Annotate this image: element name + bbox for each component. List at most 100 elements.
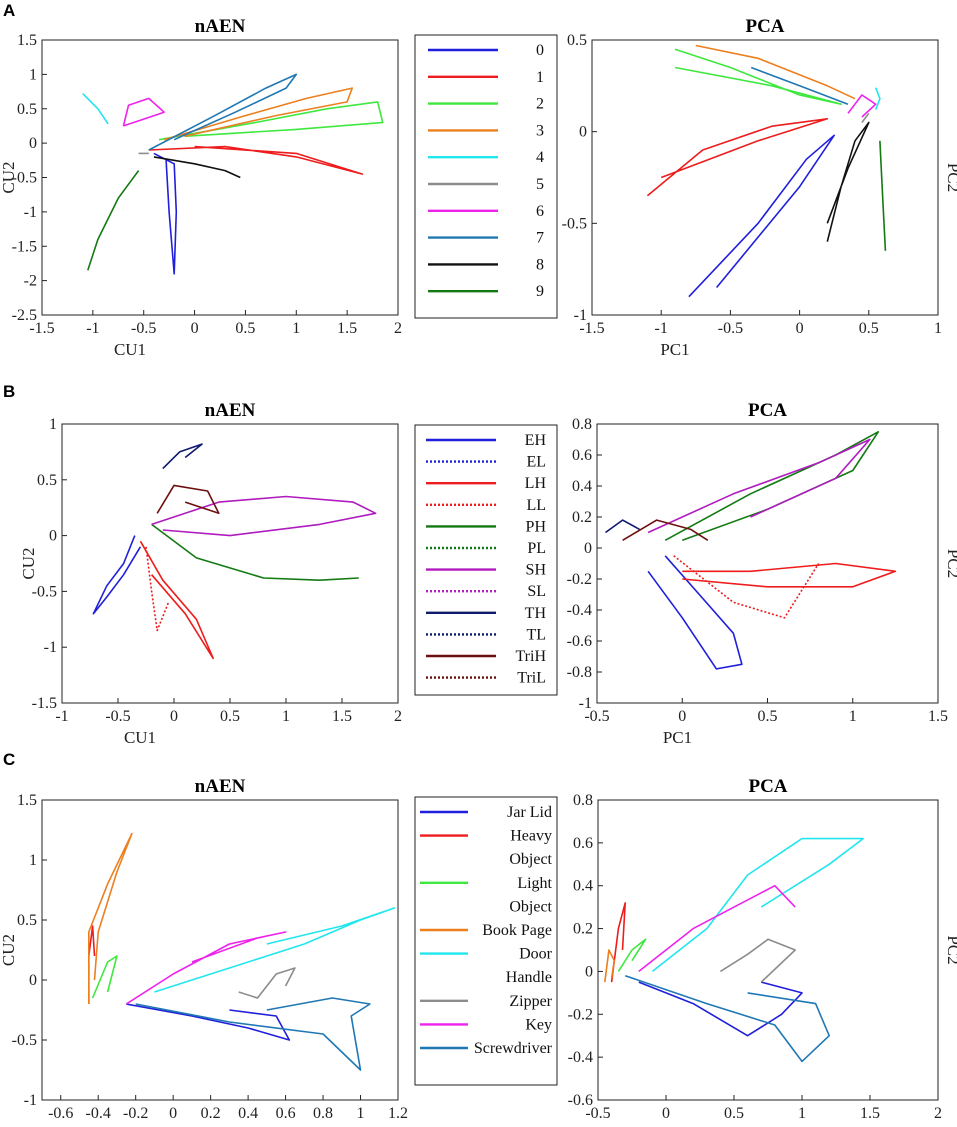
series-line-4 <box>874 87 881 110</box>
legend-frame <box>414 796 558 1086</box>
x-tick-label: 0.4 <box>238 1105 258 1122</box>
panel-letter-c: C <box>3 750 15 769</box>
series-group <box>92 443 377 660</box>
plot-title: nAEN <box>205 400 256 421</box>
series-line-th <box>162 443 203 470</box>
y-axis-label: PC2 <box>944 549 957 578</box>
y-tick-label: 0.8 <box>573 792 593 809</box>
legend-c: Jar Lid Heavy Object Light Object Book Page Do… <box>414 796 558 1086</box>
series-line-jar-lid <box>126 1003 291 1041</box>
legend-label: 8 <box>536 256 544 273</box>
legend-label: 5 <box>536 176 544 193</box>
y-tick-label: -0.6 <box>567 633 592 650</box>
x-axis-label: PC1 <box>660 340 689 359</box>
x-tick-label: -1 <box>55 708 68 725</box>
y-tick-label: 0 <box>585 963 593 980</box>
series-line-eh <box>92 535 142 615</box>
x-tick-label: 0.5 <box>220 708 240 725</box>
series-line-9 <box>87 170 140 271</box>
x-axis-label: CU1 <box>114 340 146 359</box>
x-tick-label: 1 <box>934 320 942 337</box>
legend-label: Jar Lid <box>507 804 552 821</box>
series-line-lh <box>139 540 214 660</box>
legend-label: LL <box>526 497 546 514</box>
x-axis-label: CU1 <box>114 1125 146 1127</box>
y-tick-label: -2 <box>24 273 37 290</box>
plot-title: PCA <box>748 400 787 421</box>
y-tick-label: -2.5 <box>12 307 37 324</box>
y-tick-label: -0.5 <box>562 215 587 232</box>
y-tick-label: 1 <box>49 416 57 433</box>
panel-letter-b: B <box>3 382 15 401</box>
series-line-lh <box>682 562 897 588</box>
plot-title: nAEN <box>195 776 246 797</box>
x-tick-label: 0 <box>796 320 804 337</box>
series-line-door-handle <box>154 907 396 993</box>
series-line-1 <box>148 145 364 175</box>
x-tick-label: 0.6 <box>276 1105 296 1122</box>
legend-label: Object <box>509 898 552 915</box>
panel-a: A <box>3 1 15 20</box>
y-tick-label: -0.8 <box>567 664 592 681</box>
legend-label: TriL <box>517 670 546 687</box>
series-line-heavy-object <box>88 925 96 1004</box>
y-tick-label: 0.6 <box>572 447 592 464</box>
plot-frame <box>41 799 399 1101</box>
legend-label: 9 <box>536 283 544 300</box>
y-axis-label: CU2 <box>0 934 18 966</box>
x-tick-label: 1.5 <box>860 1105 880 1122</box>
legend-label: SH <box>526 562 547 579</box>
plot-title: nAEN <box>195 16 246 37</box>
y-tick-label: -0.2 <box>567 571 592 588</box>
plot-frame <box>41 39 399 316</box>
legend-label: 2 <box>536 96 544 113</box>
x-tick-label: 2 <box>394 320 402 337</box>
series-line-9 <box>879 140 887 251</box>
series-line-ph <box>151 523 359 581</box>
y-tick-label: 0 <box>29 135 37 152</box>
y-tick-label: 1.5 <box>17 792 37 809</box>
plot-c-pca: -0.5 0 0.5 1 1.5 2 -0.6 -0.4 -0.2 0 0.2 0.4 0.6 0.8 PC… <box>568 776 957 1127</box>
x-tick-label: 0 <box>191 320 199 337</box>
legend-b: EH EL LH LL PH PL SH SL TH TL TriH TriL <box>414 424 558 696</box>
legend-label: Zipper <box>509 993 552 1010</box>
legend-label: SL <box>527 583 546 600</box>
x-tick-label: -0.2 <box>123 1105 148 1122</box>
y-tick-label: -1 <box>579 695 592 712</box>
x-tick-label: 0.5 <box>235 320 255 337</box>
x-tick-label: 0 <box>169 1105 177 1122</box>
legend-label: EH <box>525 432 547 449</box>
y-tick-label: -0.5 <box>12 170 37 187</box>
x-tick-label: 0.5 <box>724 1105 744 1122</box>
y-tick-label: 0.5 <box>17 912 37 929</box>
series-line-sh <box>151 495 377 537</box>
series-line-7 <box>750 66 849 105</box>
series-line-screwdriver <box>135 997 371 1071</box>
legend-label: Object <box>509 851 552 868</box>
x-tick-label: -1.5 <box>579 320 604 337</box>
y-tick-label: 0.5 <box>17 101 37 118</box>
x-tick-label: 1 <box>849 708 857 725</box>
series-line-sh <box>647 438 871 534</box>
y-tick-label: -1 <box>24 204 37 221</box>
y-tick-label: -1.5 <box>12 238 37 255</box>
plot-frame <box>597 799 939 1101</box>
series-line-6 <box>847 94 877 118</box>
series-line-8 <box>826 121 870 242</box>
y-tick-label: 0 <box>49 528 57 545</box>
series-line-8 <box>153 156 241 179</box>
legend-label: Screwdriver <box>474 1040 553 1057</box>
y-tick-label: 1 <box>29 852 37 869</box>
series-line-th <box>605 519 640 534</box>
y-tick-label: 0.8 <box>572 416 592 433</box>
legend-label: Book Page <box>482 922 552 939</box>
y-tick-label: 1 <box>29 66 37 83</box>
y-tick-label: 0 <box>584 540 592 557</box>
x-tick-label: 0.8 <box>313 1105 333 1122</box>
x-tick-label: 1.5 <box>332 708 352 725</box>
series-group <box>604 837 864 1063</box>
legend-label: Door <box>519 946 553 963</box>
y-tick-label: 0.2 <box>572 509 592 526</box>
x-tick-label: -1 <box>655 320 668 337</box>
